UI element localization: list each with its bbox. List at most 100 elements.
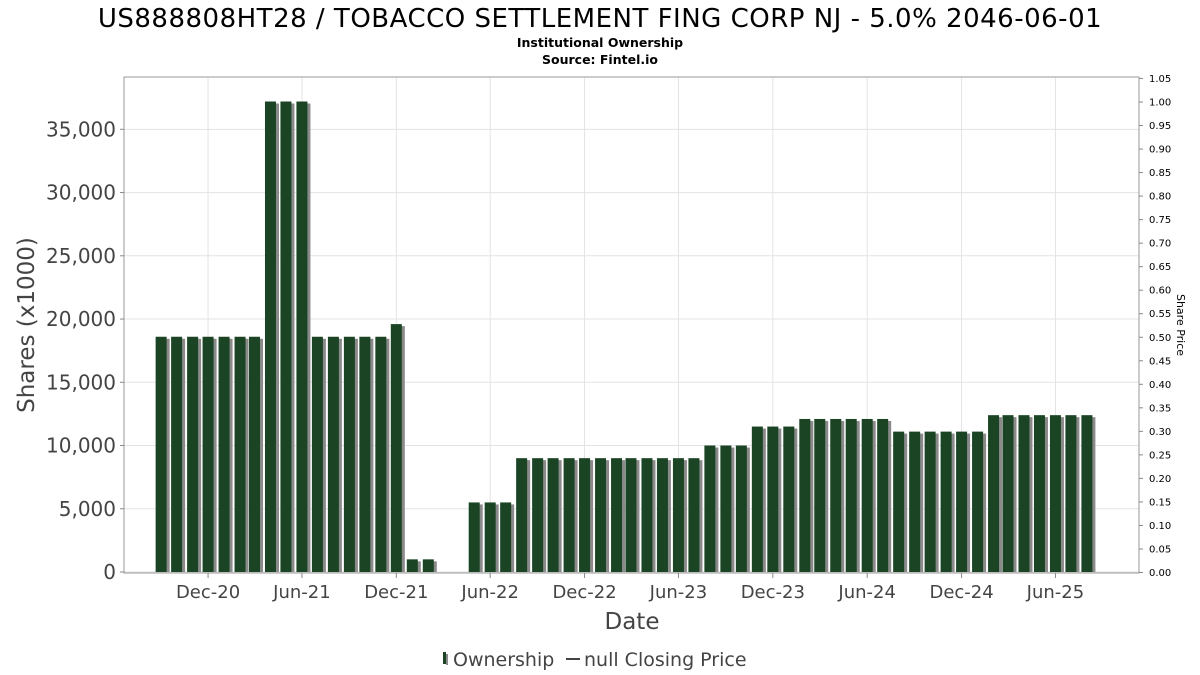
ownership-bar [972,431,984,572]
ownership-bar [1065,415,1077,572]
chart-source: Source: Fintel.io [542,52,658,67]
y-right-tick-label: 0.60 [1149,286,1171,297]
y-right-tick-label: 0.15 [1149,497,1171,508]
ownership-bar [783,426,795,572]
x-tick-label: Jun-23 [649,582,708,603]
ownership-bar [672,458,684,572]
ownership-bar [1049,415,1061,572]
y-right-tick-label: 0.70 [1149,239,1171,250]
ownership-bar [861,418,873,572]
ownership-bar [704,445,716,572]
y-right-tick-label: 0.00 [1149,568,1171,579]
y-right-tick-label: 0.95 [1149,121,1171,132]
ownership-bar [909,431,921,572]
ownership-bar [468,502,480,572]
ownership-bar [547,458,559,572]
y-right-tick-label: 0.10 [1149,521,1171,532]
y-right-tick-label: 0.35 [1149,403,1171,414]
y-right-tick-label: 0.30 [1149,427,1171,438]
ownership-bar [187,336,199,572]
legend-price-label: null Closing Price [584,649,747,671]
ownership-bar [1002,415,1014,572]
ownership-bar [751,426,763,572]
y-right-tick-label: 0.85 [1149,168,1171,179]
ownership-bar [611,458,623,572]
ownership-bar [579,458,591,572]
ownership-bar [735,445,747,572]
ownership-bar [264,101,276,572]
y-right-tick-label: 1.05 [1149,74,1171,85]
ownership-bar [1033,415,1045,572]
y-right-tick-label: 0.50 [1149,333,1171,344]
ownership-bar [296,101,308,572]
ownership-bar [1018,415,1030,572]
ownership-bar [720,445,732,572]
ownership-bar [767,426,779,572]
bars [155,101,1096,572]
ownership-bar [940,431,952,572]
ownership-bar [311,336,323,572]
ownership-bar [484,502,496,572]
x-tick-label: Dec-20 [176,582,240,603]
ownership-bar [1081,415,1093,572]
ownership-bar [155,336,167,572]
right-axis-ticks: 0.00 0.05 0.10 0.15 0.20 0.25 0.30 0.35 0.40 0.45… [1139,74,1171,579]
legend-ownership-label: Ownership [453,649,554,671]
y-axis-right-label: Share Price [1174,294,1187,356]
x-axis-ticks: Dec-20 Jun-21 Dec-21 Jun-22 Dec-22 Jun-23 Dec-… [176,573,1084,603]
x-tick-label: Dec-24 [929,582,993,603]
ownership-bar [234,336,246,572]
ownership-bar [595,458,607,572]
x-tick-label: Jun-22 [460,582,519,603]
x-tick-label: Dec-22 [552,582,616,603]
x-tick-label: Jun-24 [837,582,896,603]
y-tick-label: 35,000 [46,117,116,141]
ownership-bar [956,431,968,572]
ownership-bar [625,458,637,572]
ownership-bar [877,418,889,572]
y-right-tick-label: 0.40 [1149,380,1171,391]
ownership-bar [799,418,811,572]
ownership-bar [500,502,512,572]
ownership-bar [390,324,402,572]
y-tick-label: 15,000 [46,370,116,394]
left-axis-ticks: 0 5,000 10,000 15,000 20,000 25,000 30,000 35,0… [46,117,124,584]
y-right-tick-label: 0.55 [1149,309,1171,320]
y-tick-label: 0 [103,560,116,584]
y-right-tick-label: 0.65 [1149,262,1171,273]
x-tick-label: Dec-21 [364,582,428,603]
ownership-bar [327,336,339,572]
ownership-bar [343,336,355,572]
ownership-bar [924,431,936,572]
chart-subtitle: Institutional Ownership [517,35,683,50]
y-tick-label: 20,000 [46,307,116,331]
ownership-bar [893,431,905,572]
y-axis-label: Shares (x1000) [14,237,40,413]
y-right-tick-label: 0.05 [1149,544,1171,555]
ownership-bar [248,336,260,572]
y-tick-label: 10,000 [46,434,116,458]
plot-frame [123,76,1140,574]
ownership-bar [202,336,214,572]
legend-ownership-swatch [443,652,446,664]
y-right-tick-label: 0.25 [1149,450,1171,461]
ownership-bar [422,559,434,572]
ownership-bar [988,415,1000,572]
x-axis-label: Date [605,609,660,635]
y-right-tick-label: 0.80 [1149,192,1171,203]
y-right-tick-label: 0.75 [1149,215,1171,226]
y-tick-label: 5,000 [59,497,116,521]
ownership-bar [280,101,292,572]
y-right-tick-label: 0.20 [1149,474,1171,485]
y-right-tick-label: 0.45 [1149,356,1171,367]
ownership-bar [688,458,700,572]
y-tick-label: 30,000 [46,181,116,205]
ownership-bar [359,336,371,572]
ownership-bar [171,336,183,572]
x-tick-label: Dec-23 [741,582,805,603]
y-right-tick-label: 1.00 [1149,98,1171,109]
ownership-bar [375,336,387,572]
ownership-bar [406,559,418,572]
